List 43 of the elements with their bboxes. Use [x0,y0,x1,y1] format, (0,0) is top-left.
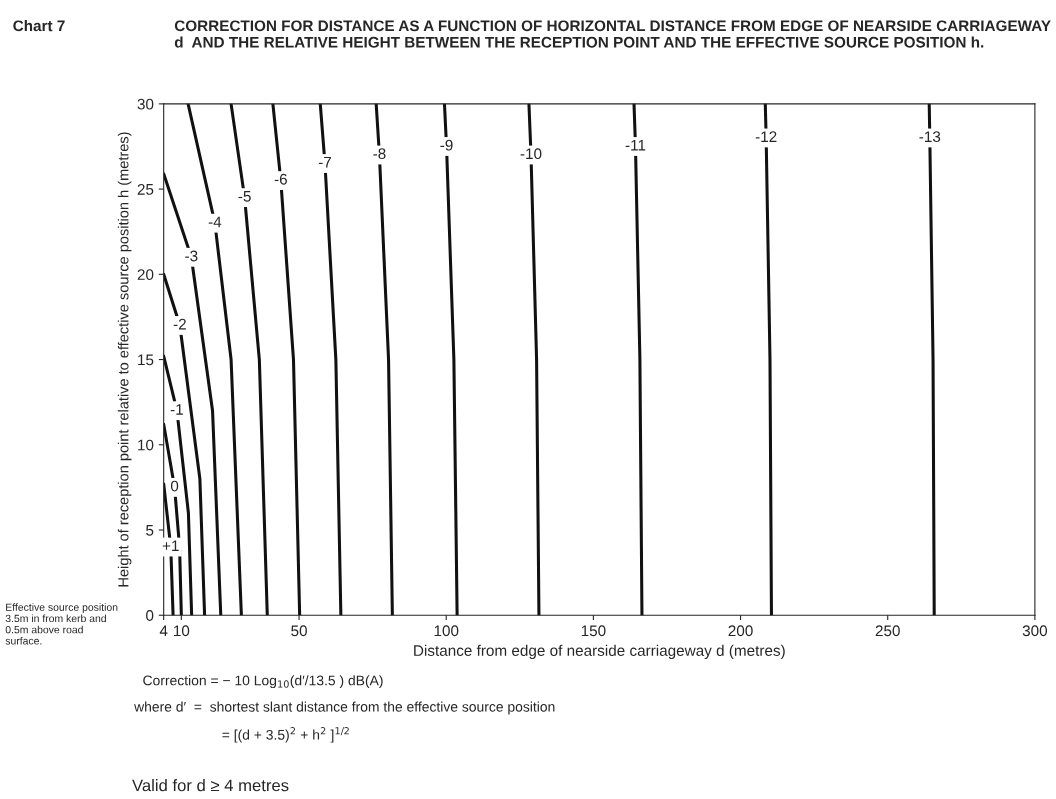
y-tick-label: 5 [146,525,154,536]
x-tick-label: 250 [875,625,900,637]
series-label: -10 [520,148,542,160]
line-series [163,422,183,616]
series-label: -9 [440,139,453,151]
y-tick-label: 30 [137,98,154,110]
series-label: -6 [274,173,287,185]
text: Effective source position 3.5m in from kerb and 0.5m above road surface. [5,603,118,645]
text: where d′ = shortest slant distance from the effective source position [134,701,555,715]
y-tick-label: 25 [137,183,154,195]
line-series [271,103,302,616]
line-series [163,354,194,616]
series-label: -2 [173,318,186,330]
series-label: +1 [162,540,179,551]
series-label: -13 [919,131,941,143]
x-tick-label: 200 [728,625,753,637]
text: Valid for d ≥ 4 metres [132,779,289,792]
chart-subtitle: CORRECTION FOR DISTANCE AS A FUNCTION OF HORIZONTAL DISTANCE FROM EDGE OF NEARSIDE CARRIAGEWAY d AND THE RELATIVE HEIGHT BETWEEN THE RECEPTION POINT AND THE EFFECTIVE SOURCE POSITION h. [174,20,1051,48]
text: Chart 7 [13,19,65,32]
series-label: -7 [318,156,331,168]
series-label: -12 [755,131,777,142]
text: Correction = − 10 Log$_{10}$(d′/13.5 ) dB(A) [143,675,383,689]
x-tick-label: 50 [291,625,307,637]
y-tick-label: 10 [138,439,154,451]
series-label: -3 [185,250,198,262]
line-series [163,172,223,616]
x-tick-label: 150 [581,625,606,637]
series-label: -1 [170,404,183,415]
x-tick-label: 100 [434,625,459,637]
series-label: -5 [238,191,251,202]
y-tick-label: 0 [146,610,154,621]
x-tick-label: 300 [1022,625,1048,637]
x-tick-label: 10 [174,625,190,637]
x-axis-title: Distance from edge of nearside carriageway d (metres) [414,644,785,659]
series-label: -8 [373,148,386,160]
series-label: -4 [208,216,222,228]
line-series [163,272,207,616]
y-tick-label: 15 [138,354,154,366]
line-series [229,103,269,616]
y-axis-title: Height of reception point relative to effective source position h (metres) [117,132,132,587]
text: = [(d + 3.5)$^{2}$ + h$^{2}$ ]$^{1/2}$ [222,727,349,743]
x-tick-label: 4 [159,625,168,637]
y-tick-label: 20 [137,269,154,281]
